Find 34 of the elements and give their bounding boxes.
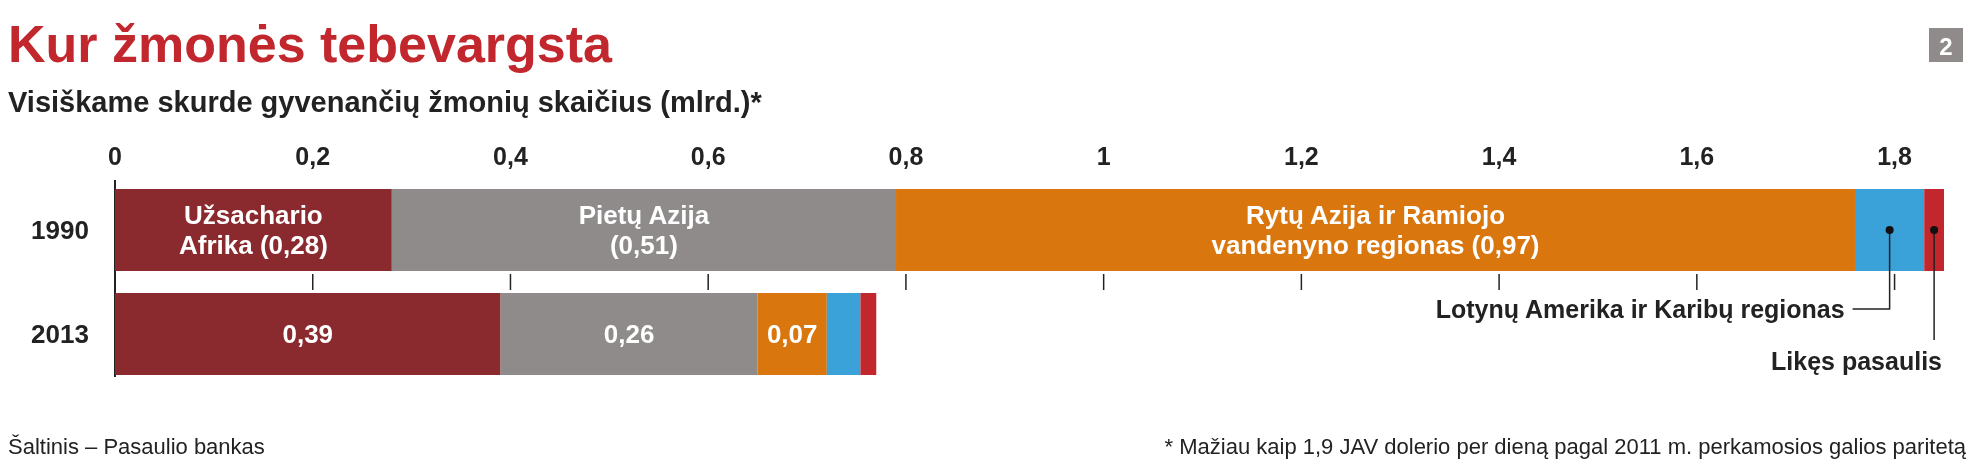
y-tick-label: 1990: [31, 215, 89, 245]
bar: [115, 293, 501, 375]
x-tick-label: 1: [1096, 142, 1111, 170]
series-label: Lotynų Amerika ir Karibų regionas: [1435, 295, 1845, 323]
x-tick-label: 0,4: [493, 142, 528, 170]
y-tick-label: 2013: [31, 319, 89, 349]
chart-subtitle: Visiškame skurde gyvenančių žmonių skaičius (mlrd.)*: [8, 86, 763, 118]
bar: [391, 189, 897, 271]
chart-title: Kur žmonės tebevargsta: [8, 15, 614, 73]
bar: [757, 293, 827, 375]
data-label: Užsachario Afrika (0,28): [178, 200, 328, 260]
bar: [826, 293, 861, 375]
x-tick-label: 1,2: [1284, 142, 1319, 170]
x-tick-label: 0,6: [690, 142, 726, 170]
bar: [1924, 189, 1944, 271]
bar: [860, 293, 877, 375]
x-tick-label: 1,4: [1481, 142, 1517, 170]
bar: [1855, 189, 1925, 271]
data-label: Rytų Azija ir Ramiojo vandenyno regionas (0,97): [1211, 200, 1540, 260]
x-tick-label: 0,8: [888, 142, 924, 170]
text: Šaltinis – Pasaulio bankas: [8, 434, 265, 459]
x-tick-label: 0: [108, 142, 122, 170]
data-label: Pietų Azija (0,51): [578, 200, 710, 260]
text: * Mažiau kaip 1,9 JAV dolerio per dieną pagal 2011 m. perkamosios galios paritetą: [1164, 434, 1967, 459]
x-tick-label: 0,2: [295, 142, 331, 170]
page-badge: 2: [1929, 28, 1963, 62]
text: Likęs pasaulis: [1771, 347, 1942, 375]
data-label: 0,07: [766, 319, 818, 349]
data-label: 0,39: [282, 319, 334, 349]
bar: [500, 293, 758, 375]
bar: [896, 189, 1856, 271]
data-label: 0,26: [603, 319, 655, 349]
x-tick-label: 1,6: [1679, 142, 1715, 170]
x-tick-label: 1,8: [1877, 142, 1913, 170]
